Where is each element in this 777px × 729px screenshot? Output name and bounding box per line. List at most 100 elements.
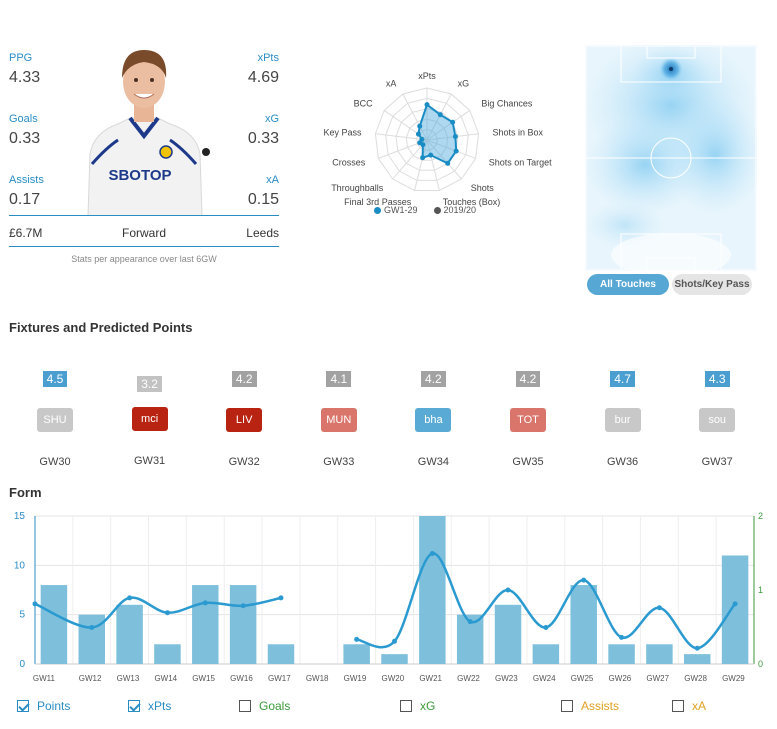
fixture-card[interactable]: 4.7 bur GW36	[593, 370, 653, 468]
points-bar[interactable]	[78, 614, 106, 664]
radar-point	[452, 134, 458, 140]
radar-series-current	[417, 103, 458, 165]
xpts-point[interactable]	[505, 587, 511, 593]
opponent-badge[interactable]: MUN	[320, 408, 357, 432]
x-tick-label: GW19	[344, 674, 367, 683]
fixture-card[interactable]: 3.2 mci GW31	[120, 370, 180, 467]
opponent-badge[interactable]: bur	[604, 408, 641, 432]
xpts-point[interactable]	[429, 550, 435, 556]
xpts-point[interactable]	[732, 601, 738, 607]
points-bar[interactable]	[570, 585, 597, 664]
opponent-badge[interactable]: sou	[699, 408, 736, 432]
player-photo: SBOTOP	[87, 50, 210, 216]
xpts-point[interactable]	[694, 645, 700, 651]
fixture-card[interactable]: 4.5 SHU GW30	[25, 370, 85, 468]
points-bar[interactable]	[532, 644, 560, 664]
heatmap-pitch	[585, 45, 757, 271]
points-bar[interactable]	[40, 585, 68, 664]
ppg-value: 4.33	[9, 69, 41, 86]
xpts-point[interactable]	[656, 605, 662, 611]
points-bar[interactable]	[419, 516, 446, 664]
points-bar[interactable]	[116, 604, 143, 664]
points-bar[interactable]	[154, 644, 181, 664]
right-tick-label: 2	[758, 511, 763, 521]
xpts-point[interactable]	[164, 610, 170, 616]
xpts-point[interactable]	[543, 624, 549, 630]
toggle-label: xA	[692, 699, 707, 713]
legend-current[interactable]: GW1-29	[384, 205, 418, 215]
radar-axis-label: xA	[386, 78, 397, 88]
opponent-badge[interactable]: mci	[131, 407, 168, 431]
player-team: Leeds	[246, 226, 279, 240]
radar-point	[450, 119, 456, 125]
points-bar[interactable]	[494, 604, 522, 664]
points-bar[interactable]	[683, 654, 711, 664]
opponent-badge[interactable]: TOT	[510, 408, 546, 432]
toggle-xg[interactable]: xG	[400, 699, 435, 713]
toggle-xpts[interactable]: xPts	[128, 699, 171, 713]
legend-previous[interactable]: 2019/20	[443, 205, 477, 215]
shots-key-pass-button[interactable]: Shots/Key Pass	[672, 274, 752, 295]
x-tick-label: GW15	[192, 674, 215, 683]
xpts-point[interactable]	[89, 624, 95, 630]
radar-spoke	[426, 110, 471, 141]
xpts-point[interactable]	[581, 577, 587, 583]
xpts-point[interactable]	[32, 601, 38, 607]
x-tick-label: GW13	[117, 674, 140, 683]
points-bar[interactable]	[381, 654, 408, 664]
opponent-badge[interactable]: LIV	[226, 408, 263, 432]
xpts-point[interactable]	[278, 595, 284, 601]
checkbox[interactable]	[17, 700, 29, 712]
radar-point	[428, 152, 434, 158]
radar-axis-label: Shots on Target	[489, 158, 552, 168]
points-bar[interactable]	[646, 644, 673, 664]
xpts-point[interactable]	[467, 619, 473, 625]
checkbox[interactable]	[672, 700, 684, 712]
player-price: £6.7M	[9, 226, 43, 240]
xpts-point[interactable]	[392, 638, 397, 644]
x-tick-label: GW28	[684, 674, 707, 683]
xpts-point[interactable]	[240, 603, 246, 609]
opponent-badge[interactable]: bha	[415, 408, 452, 432]
fixture-card[interactable]: 4.1 MUN GW33	[309, 370, 369, 468]
points-bar[interactable]	[343, 644, 370, 664]
player-position: Forward	[121, 226, 166, 240]
toggle-xa[interactable]: xA	[672, 699, 706, 713]
checkbox[interactable]	[400, 700, 412, 712]
predicted-points: 4.2	[231, 371, 257, 387]
xpts-point[interactable]	[619, 634, 625, 640]
toggle-assists[interactable]: Assists	[561, 699, 619, 713]
x-tick-label: GW27	[646, 674, 669, 683]
all-touches-button[interactable]: All Touches	[587, 274, 669, 295]
xpts-point[interactable]	[202, 600, 208, 606]
fixture-card[interactable]: 4.2 LIV GW32	[214, 370, 274, 468]
radar-axis-label: Final 3rd Passes	[344, 197, 412, 207]
radar-spoke	[426, 139, 462, 180]
points-bar[interactable]	[721, 555, 749, 664]
checkbox[interactable]	[561, 700, 573, 712]
radar-spoke	[426, 133, 479, 141]
toggle-goals[interactable]: Goals	[239, 699, 290, 713]
left-tick-label: 0	[19, 659, 25, 670]
left-tick-label: 10	[14, 560, 26, 571]
points-bar[interactable]	[267, 644, 295, 664]
toggle-label: xPts	[148, 699, 172, 713]
right-tick-label: 0	[758, 659, 763, 669]
fixture-card[interactable]: 4.2 TOT GW35	[498, 370, 558, 468]
predicted-points: 4.2	[515, 371, 541, 387]
fixture-card[interactable]: 4.3 sou GW37	[687, 370, 747, 468]
x-tick-label: GW11	[33, 674, 56, 683]
points-bar[interactable]	[229, 585, 257, 664]
checkbox[interactable]	[128, 700, 140, 712]
radar-point	[453, 148, 459, 154]
x-tick-label: GW16	[230, 674, 253, 683]
opponent-badge[interactable]: SHU	[37, 408, 73, 432]
toggle-points[interactable]: Points	[17, 699, 70, 713]
points-bar[interactable]	[192, 585, 219, 664]
xpts-point[interactable]	[127, 595, 133, 601]
points-bar[interactable]	[608, 644, 635, 664]
fixture-card[interactable]: 4.2 bha GW34	[403, 370, 463, 468]
radar-point	[424, 102, 430, 108]
checkbox[interactable]	[239, 700, 251, 712]
xpts-point[interactable]	[354, 636, 360, 642]
